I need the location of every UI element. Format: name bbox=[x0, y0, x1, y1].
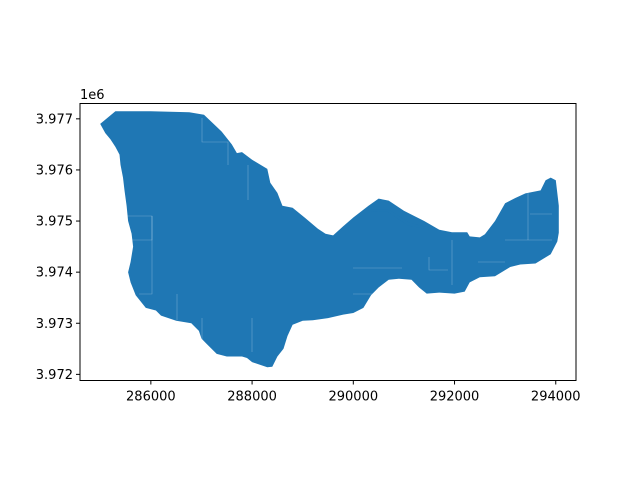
region-main-landmass bbox=[100, 111, 559, 368]
x-axis: 286000 288000 290000 292000 294000 bbox=[126, 380, 581, 405]
y-axis: 3.972 3.973 3.974 3.975 3.976 3.977 bbox=[36, 112, 80, 383]
y-axis-offset-label: 1e6 bbox=[80, 88, 105, 103]
y-tick-label: 3.977 bbox=[36, 112, 73, 127]
map-subdivision-lines bbox=[125, 118, 552, 352]
y-tick-label: 3.975 bbox=[36, 215, 73, 230]
plot-area bbox=[100, 111, 559, 368]
region-jetty bbox=[371, 209, 431, 230]
y-tick-label: 3.973 bbox=[36, 317, 73, 332]
x-tick-label: 286000 bbox=[126, 390, 176, 405]
y-tick-label: 3.972 bbox=[36, 368, 73, 383]
x-tick-label: 290000 bbox=[328, 390, 378, 405]
y-tick-label: 3.976 bbox=[36, 163, 73, 178]
y-tick-label: 3.974 bbox=[36, 266, 73, 281]
x-tick-label: 294000 bbox=[531, 390, 581, 405]
map-regions bbox=[100, 111, 559, 368]
axes-frame bbox=[79, 103, 577, 381]
x-tick-label: 288000 bbox=[227, 390, 277, 405]
x-tick-label: 292000 bbox=[430, 390, 480, 405]
